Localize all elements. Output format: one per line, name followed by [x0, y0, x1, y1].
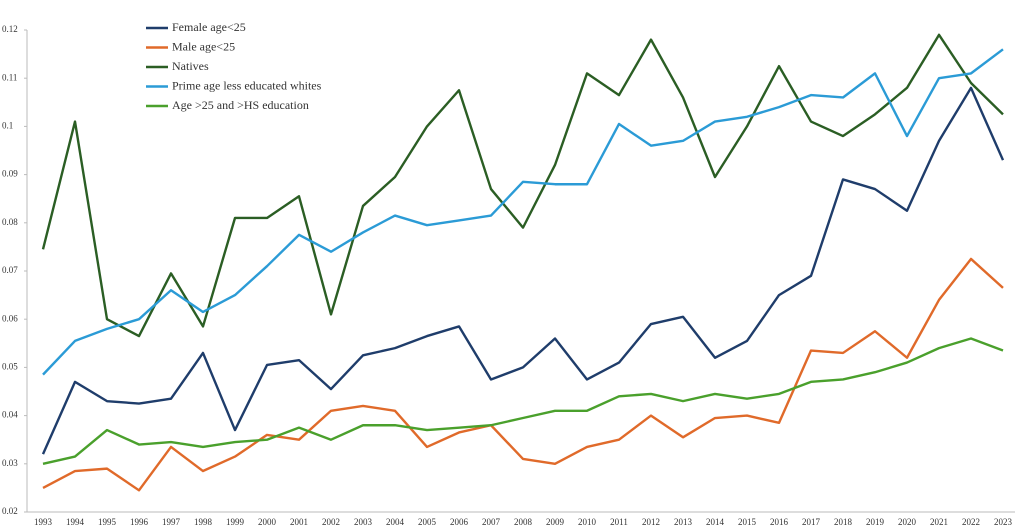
- x-tick-label: 2019: [866, 517, 885, 527]
- x-tick-label: 1998: [194, 517, 213, 527]
- x-tick-label: 2011: [610, 517, 628, 527]
- legend-label: Age >25 and >HS education: [172, 98, 309, 112]
- x-tick-label: 2007: [482, 517, 501, 527]
- y-tick-label: 0.11: [2, 72, 17, 82]
- x-tick-label: 2010: [578, 517, 597, 527]
- legend-label: Female age<25: [172, 20, 246, 34]
- x-tick-label: 2016: [770, 517, 789, 527]
- x-tick-label: 2021: [930, 517, 948, 527]
- x-tick-label: 2022: [962, 517, 980, 527]
- y-tick-label: 0.02: [2, 506, 18, 516]
- y-tick-label: 0.12: [2, 24, 18, 34]
- x-tick-label: 2005: [418, 517, 437, 527]
- x-tick-label: 1994: [66, 517, 85, 527]
- x-tick-label: 1996: [130, 517, 149, 527]
- x-tick-label: 2006: [450, 517, 469, 527]
- series-line: [42, 337, 1004, 465]
- x-tick-label: 2018: [834, 517, 853, 527]
- series-line: [41, 86, 1005, 455]
- series-line: [41, 33, 1004, 338]
- x-tick-label: 2002: [322, 517, 340, 527]
- legend-label: Prime age less educated whites: [172, 78, 322, 92]
- x-tick-label: 2013: [674, 517, 693, 527]
- x-tick-label: 1997: [162, 517, 181, 527]
- y-tick-label: 0.1: [2, 120, 13, 130]
- y-tick-label: 0.09: [2, 169, 18, 179]
- x-tick-label: 2023: [994, 517, 1013, 527]
- x-tick-label: 2004: [386, 517, 405, 527]
- x-tick-label: 2020: [898, 517, 917, 527]
- series-line: [42, 257, 1004, 492]
- x-tick-label: 2015: [738, 517, 757, 527]
- x-tick-label: 2000: [258, 517, 277, 527]
- x-tick-label: 2017: [802, 517, 821, 527]
- y-tick-label: 0.03: [2, 458, 18, 468]
- x-tick-label: 1995: [98, 517, 117, 527]
- x-tick-label: 1999: [226, 517, 245, 527]
- y-tick-label: 0.06: [2, 313, 18, 323]
- x-tick-label: 1993: [34, 517, 53, 527]
- x-tick-label: 2008: [514, 517, 533, 527]
- x-tick-label: 2001: [290, 517, 308, 527]
- legend-label: Natives: [172, 59, 209, 73]
- legend-label: Male age<25: [172, 39, 235, 53]
- series-line: [42, 48, 1004, 376]
- y-tick-label: 0.08: [2, 217, 18, 227]
- x-tick-label: 2014: [706, 517, 725, 527]
- x-tick-label: 2009: [546, 517, 565, 527]
- y-tick-label: 0.05: [2, 361, 18, 371]
- x-tick-label: 2003: [354, 517, 373, 527]
- y-tick-label: 0.04: [2, 410, 18, 420]
- x-tick-label: 2012: [642, 517, 660, 527]
- y-tick-label: 0.07: [2, 265, 18, 275]
